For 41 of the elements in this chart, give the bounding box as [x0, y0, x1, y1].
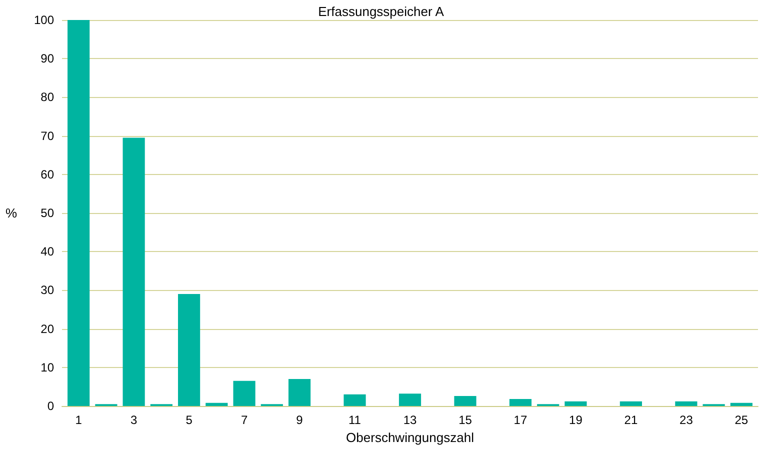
x-tick-label: 5: [186, 413, 193, 427]
y-tick-label: 0: [47, 399, 54, 413]
bar: [68, 20, 90, 406]
bar: [288, 378, 311, 406]
bar: [206, 402, 228, 406]
bar: [675, 401, 698, 406]
bar: [509, 399, 532, 406]
y-tick-label: 10: [40, 360, 54, 374]
x-tick-label: 15: [458, 413, 472, 427]
y-tick-label: 90: [40, 52, 54, 66]
x-tick-label: 25: [734, 413, 748, 427]
x-tick-label: 7: [240, 413, 248, 427]
y-tick-label: 30: [40, 283, 54, 298]
chart-title: Erfassungsspeicher A: [318, 4, 444, 19]
y-axis-title: %: [5, 206, 18, 220]
y-tick-label: 100: [34, 13, 54, 27]
y-tick-label: 80: [40, 90, 54, 104]
x-tick-label: 3: [130, 413, 138, 427]
y-tick-label: 70: [40, 128, 54, 143]
bar: [620, 401, 642, 406]
x-tick-label: 11: [348, 413, 362, 427]
x-tick-label: 13: [403, 413, 417, 427]
y-tick-label: 60: [40, 167, 54, 182]
x-tick-label: 19: [569, 413, 583, 427]
y-tick-label: 50: [40, 206, 54, 220]
x-tick-label: 17: [514, 413, 528, 427]
x-tick-label: 21: [624, 413, 638, 427]
bar: [122, 138, 145, 406]
x-axis-title: Oberschwingungszahl: [346, 430, 474, 445]
y-tick-label: 20: [40, 322, 54, 336]
bar: [564, 401, 587, 406]
y-tick-label: 40: [40, 244, 54, 259]
bar: [398, 394, 422, 406]
bar: [178, 294, 200, 406]
bar: [233, 380, 256, 406]
bar: [454, 396, 476, 406]
bar: [730, 402, 752, 406]
x-tick-label: 9: [296, 413, 304, 427]
bar: [344, 394, 366, 406]
x-tick-label: 1: [75, 413, 82, 427]
x-tick-label: 23: [680, 413, 694, 427]
